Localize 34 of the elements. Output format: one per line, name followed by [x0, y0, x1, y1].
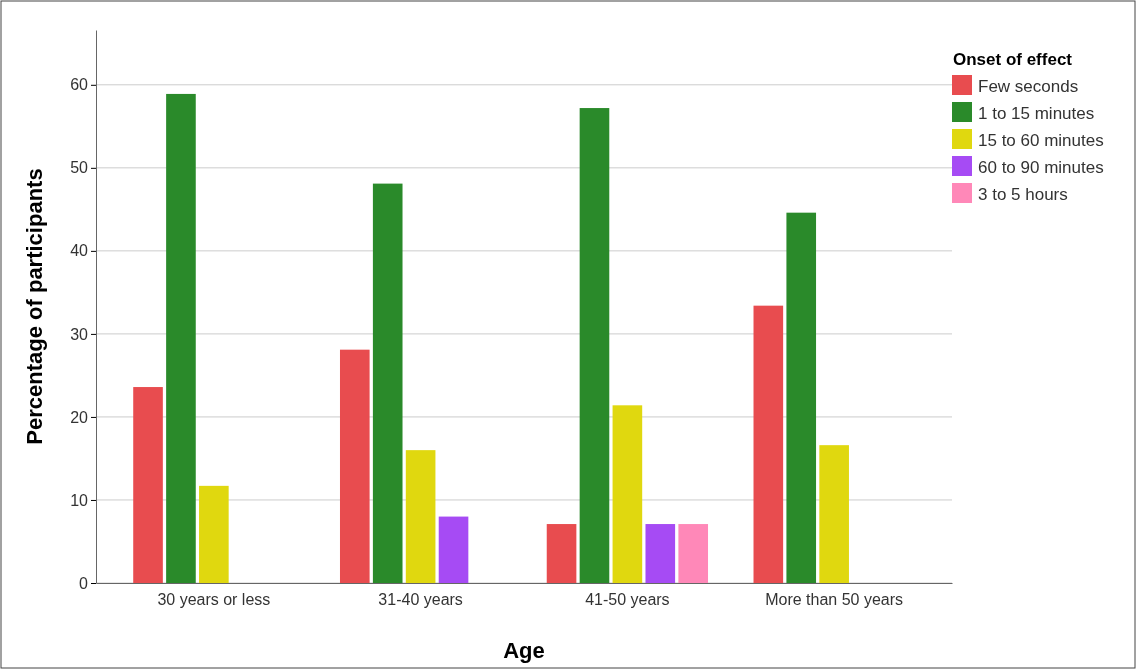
x-axis-title: Age — [503, 638, 545, 663]
bar — [199, 485, 229, 583]
bar — [166, 93, 196, 583]
y-tick-label: 30 — [70, 325, 89, 343]
legend-label: Few seconds — [978, 77, 1079, 96]
y-axis-title: Percentage of participants — [22, 168, 47, 445]
bar — [438, 516, 469, 583]
x-tick-label: 41-50 years — [585, 591, 670, 609]
y-tick-label: 20 — [70, 408, 89, 426]
bar — [819, 445, 849, 583]
y-tick-label: 40 — [70, 242, 89, 260]
bar — [645, 524, 676, 583]
bar — [372, 183, 403, 583]
bar — [786, 212, 817, 583]
legend-label: 15 to 60 minutes — [978, 131, 1104, 150]
legend-label: 1 to 15 minutes — [978, 104, 1095, 123]
bar — [339, 349, 370, 583]
y-tick-label: 50 — [70, 159, 89, 177]
x-tick-label: 30 years or less — [157, 591, 271, 609]
bar — [133, 387, 163, 583]
x-tick-label: More than 50 years — [765, 591, 904, 609]
bar — [405, 450, 436, 583]
bar — [678, 524, 709, 583]
bar — [579, 108, 610, 583]
legend-title: Onset of effect — [953, 50, 1073, 69]
legend-label: 60 to 90 minutes — [978, 158, 1104, 177]
y-tick-label: 0 — [79, 574, 89, 592]
y-tick-label: 10 — [70, 491, 89, 509]
legend-label: 3 to 5 hours — [978, 185, 1068, 204]
x-tick-label: 31-40 years — [378, 591, 463, 609]
y-tick-label: 60 — [70, 76, 89, 94]
bar — [753, 305, 784, 583]
bar — [612, 405, 643, 583]
bar — [546, 524, 577, 583]
